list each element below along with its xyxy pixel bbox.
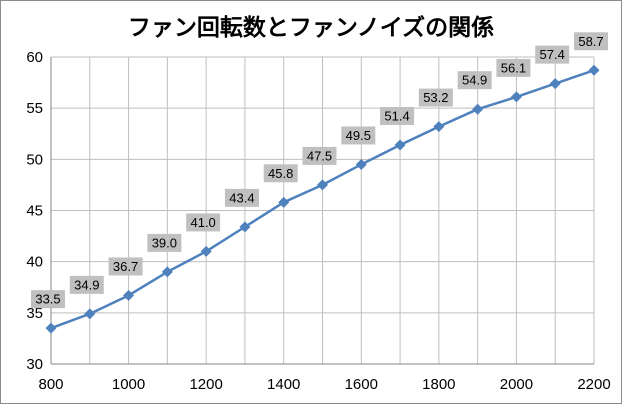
x-tick-label: 1600 [345, 376, 378, 393]
data-label-text: 54.9 [462, 73, 487, 88]
data-label-text: 41.0 [190, 215, 215, 230]
data-labels: 33.5 34.9 36.7 39.0 41.0 43.4 45.8 47.5 49.5 51.4… [31, 32, 608, 309]
data-point-marker [239, 221, 251, 233]
data-label: 33.5 [31, 290, 65, 309]
data-label-box [535, 45, 570, 64]
data-label: 51.4 [380, 107, 415, 126]
data-point-marker [394, 139, 406, 151]
data-label: 57.4 [535, 45, 570, 64]
data-label-box [224, 188, 259, 207]
data-label: 43.4 [224, 188, 259, 207]
data-label-text: 33.5 [35, 292, 60, 307]
data-label-text: 57.4 [540, 47, 565, 62]
y-tick-label: 40 [26, 254, 43, 271]
data-label-box [263, 164, 298, 183]
data-label-box [31, 290, 65, 309]
data-label-box [418, 88, 453, 107]
gridlines [50, 56, 595, 365]
data-label-box [302, 146, 337, 165]
data-label: 36.7 [108, 257, 143, 276]
data-label: 58.7 [574, 32, 608, 51]
data-label-text: 39.0 [152, 235, 177, 250]
data-label: 54.9 [457, 71, 492, 90]
data-label-box [69, 275, 104, 294]
data-point-marker [45, 322, 57, 334]
data-point-marker [433, 121, 445, 133]
data-point-marker [278, 196, 290, 208]
data-point-marker [355, 158, 367, 170]
data-label: 47.5 [302, 146, 337, 165]
data-label-box [147, 233, 182, 252]
data-label: 45.8 [263, 164, 298, 183]
x-tick-label: 1400 [267, 376, 300, 393]
data-label-text: 51.4 [384, 109, 409, 124]
data-label: 49.5 [341, 126, 376, 145]
data-label-box [496, 58, 531, 77]
data-label: 34.9 [69, 275, 104, 294]
data-label-box [186, 213, 221, 232]
data-point-marker [588, 64, 600, 76]
axes: 30 35 40 45 50 55 60 800 1000 1200 1400 1600 1800 200… [26, 49, 610, 393]
chart-title: ファン回転数とファンノイズの関係 [128, 14, 494, 41]
data-point-marker [510, 91, 522, 103]
data-label-text: 45.8 [268, 166, 293, 181]
y-tick-label: 45 [26, 203, 43, 220]
data-point-marker [84, 308, 96, 320]
y-tick-label: 60 [26, 49, 43, 66]
x-tick-label: 2200 [577, 376, 610, 393]
data-label-text: 34.9 [74, 277, 99, 292]
data-label-box [574, 32, 608, 51]
data-label-text: 43.4 [229, 190, 254, 205]
data-label-box [457, 71, 492, 90]
data-label-box [380, 107, 415, 126]
data-point-marker [317, 179, 328, 191]
data-label: 53.2 [418, 88, 453, 107]
data-point-marker [123, 289, 135, 301]
data-point-marker [549, 78, 561, 90]
x-tick-label: 1800 [422, 376, 455, 393]
y-tick-label: 30 [26, 356, 43, 373]
data-label-text: 49.5 [346, 128, 371, 143]
data-label-text: 47.5 [307, 148, 332, 163]
data-label-text: 53.2 [423, 90, 448, 105]
y-tick-label: 50 [26, 151, 43, 168]
x-tick-label: 2000 [500, 376, 533, 393]
data-label: 56.1 [496, 58, 531, 77]
data-label-text: 58.7 [578, 34, 603, 49]
data-label-box [108, 257, 143, 276]
series [45, 64, 600, 334]
data-point-marker [472, 103, 484, 115]
data-label-box [341, 126, 376, 145]
data-label-text: 36.7 [113, 259, 138, 274]
data-label: 41.0 [186, 213, 221, 232]
y-tick-label: 55 [26, 100, 43, 117]
x-tick-label: 800 [38, 376, 63, 393]
x-tick-label: 1000 [112, 376, 145, 393]
y-tick-label: 35 [26, 305, 43, 322]
data-label-text: 56.1 [501, 60, 526, 75]
x-tick-label: 1200 [189, 376, 222, 393]
data-point-marker [200, 245, 212, 257]
data-label: 39.0 [147, 233, 182, 252]
data-point-marker [161, 266, 173, 278]
